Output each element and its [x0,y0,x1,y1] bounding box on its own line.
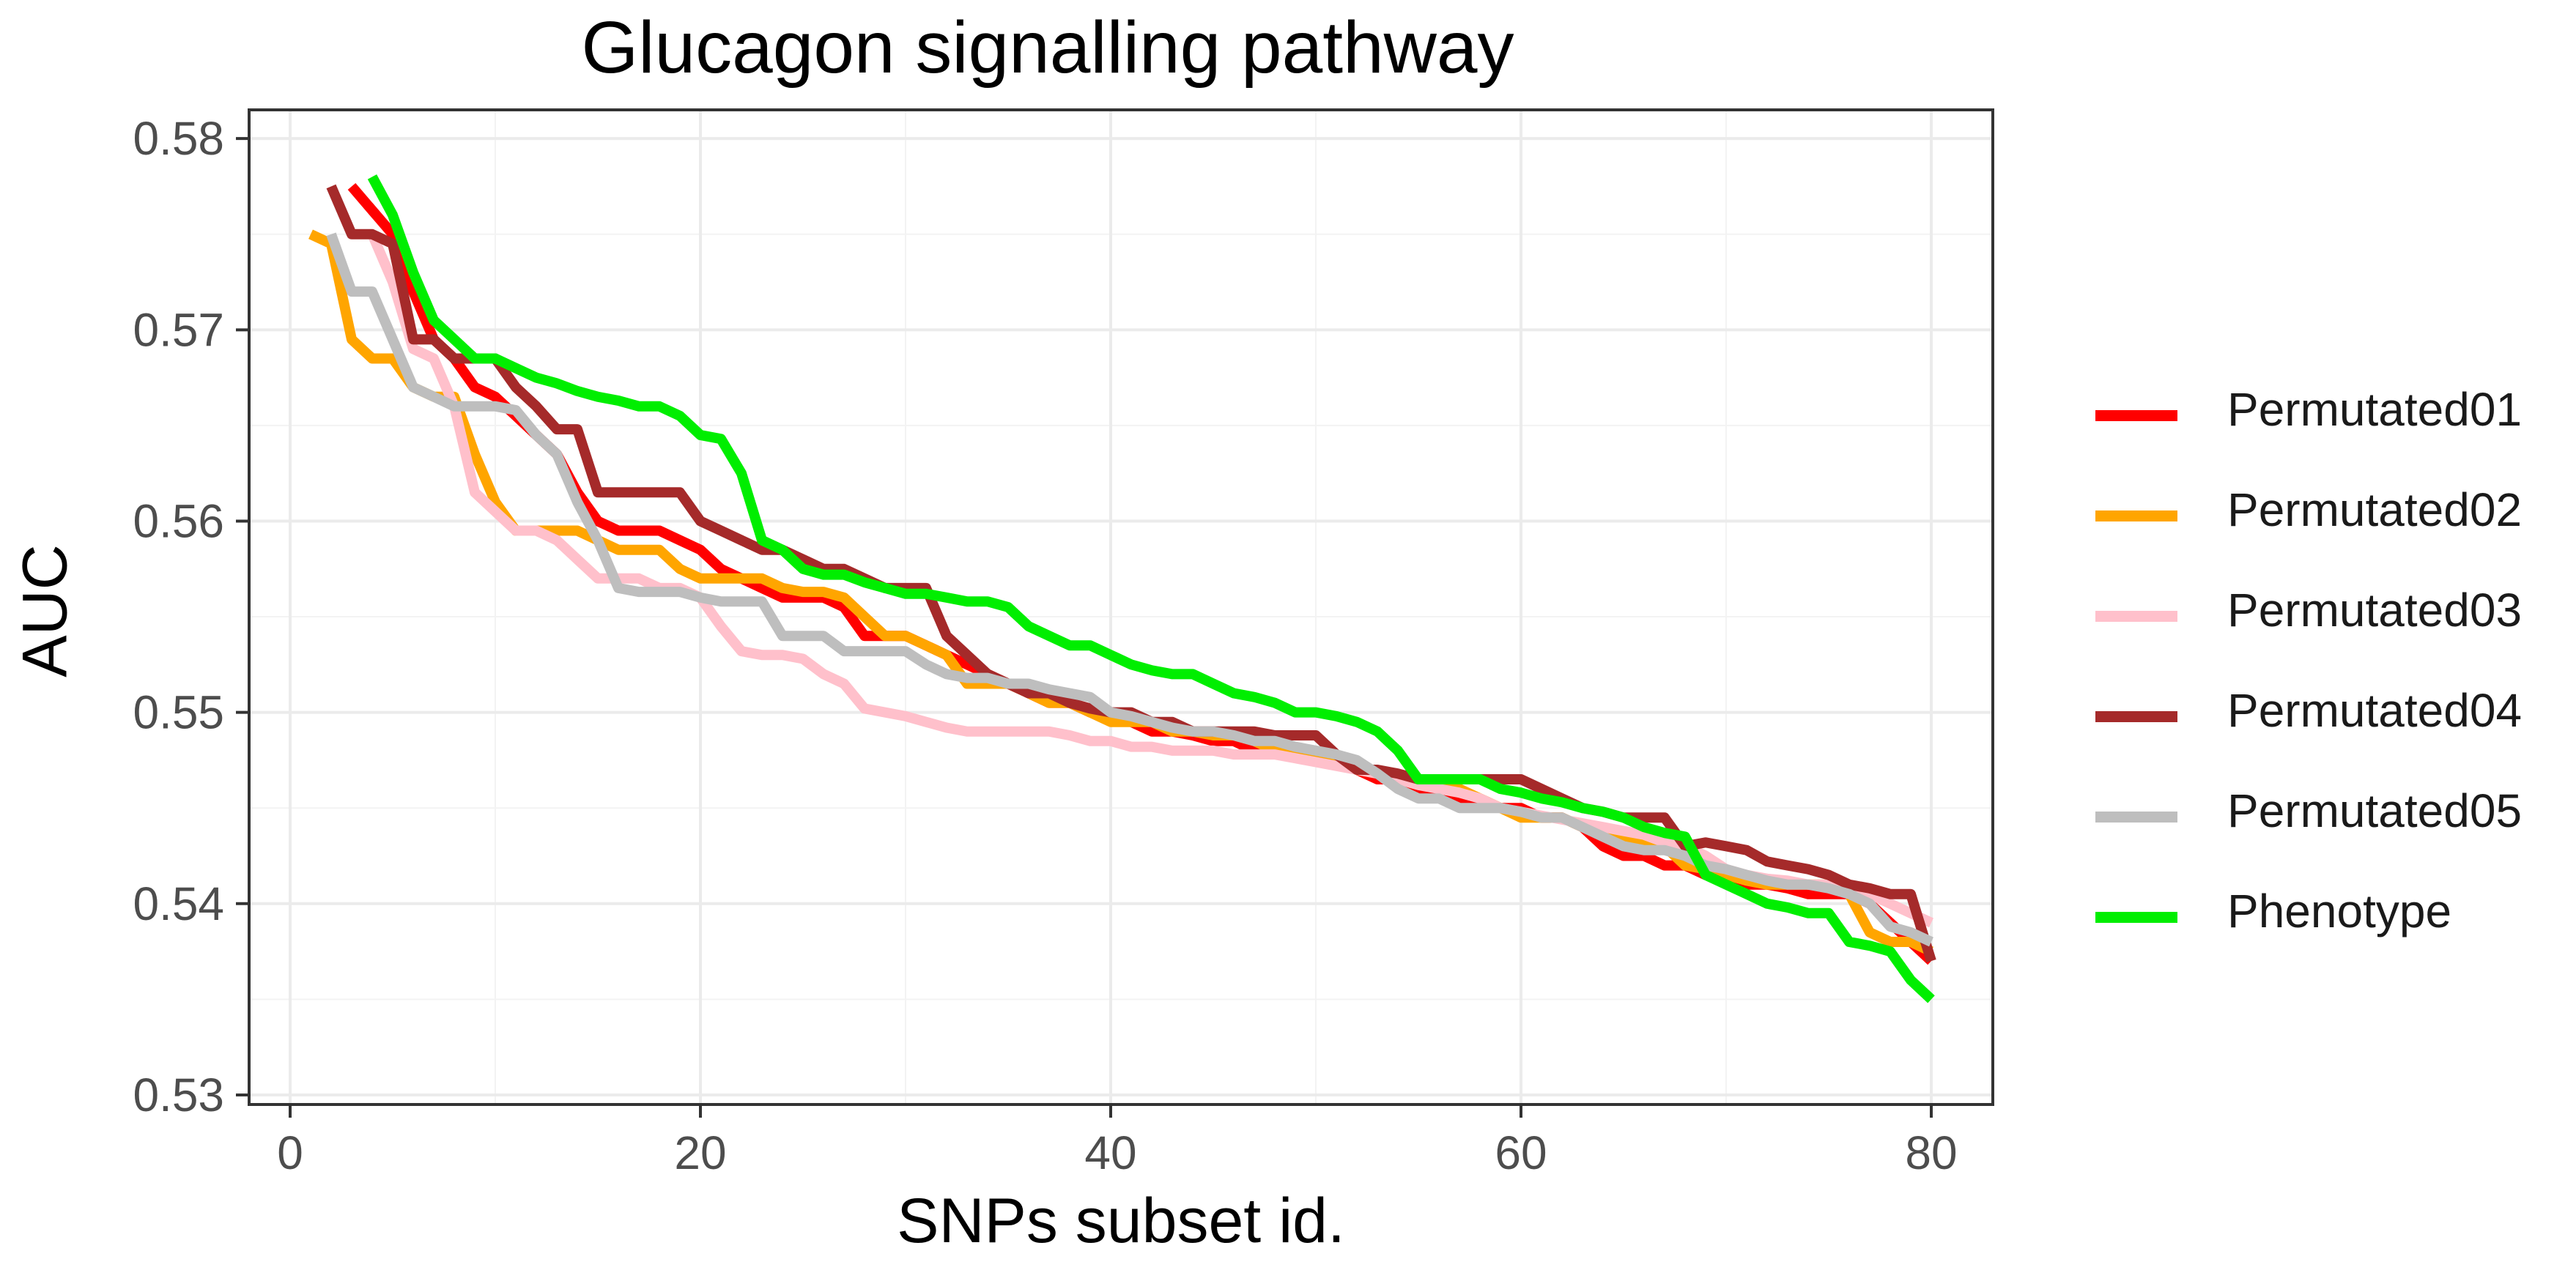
y-tick-label: 0.53 [133,1069,224,1121]
legend-label: Permutated05 [2227,784,2523,837]
legend-item[interactable]: Phenotype [2095,868,2564,968]
x-tick-label: 60 [1495,1126,1547,1179]
y-tick-label: 0.56 [133,494,224,547]
legend-label: Phenotype [2227,885,2452,937]
axis-ticks: 0 20 40 60 80 0.53 0.54 0.55 0.56 0.57 0.58 [133,112,1957,1179]
legend-swatch [2095,510,2177,521]
legend-label: Permutated03 [2227,584,2523,636]
grid [249,110,1993,1104]
legend-item[interactable]: Permutated02 [2095,467,2564,567]
x-tick-label: 20 [674,1126,726,1179]
x-tick-label: 80 [1905,1126,1957,1179]
y-tick-label: 0.57 [133,303,224,356]
legend-swatch [2095,711,2177,722]
chart-title: Glucagon signalling pathway [581,7,1514,89]
y-axis-label: AUC [10,544,81,677]
legend-swatch [2095,611,2177,622]
x-tick-label: 40 [1084,1126,1136,1179]
series-line-permutated01 [347,182,1935,965]
legend-swatch [2095,912,2177,923]
series-line-permutated03 [367,232,1933,928]
x-tick-label: 0 [277,1126,303,1179]
y-tick-label: 0.54 [133,877,224,930]
series-line-phenotype [367,174,1935,1003]
x-axis-label: SNPs subset id. [897,1186,1345,1256]
legend-swatch [2095,812,2177,823]
legend-swatch [2095,410,2177,421]
legend-label: Permutated01 [2227,383,2523,436]
plot-panel-border [248,108,1994,1106]
legend-label: Permutated04 [2227,684,2523,737]
legend-item[interactable]: Permutated03 [2095,567,2564,667]
legend-item[interactable]: Permutated01 [2095,366,2564,467]
series-line-permutated05 [326,232,1933,947]
series-lines [308,174,1936,1003]
y-tick-label: 0.58 [133,112,224,165]
legend-label: Permutated02 [2227,483,2523,536]
legend-item[interactable]: Permutated04 [2095,667,2564,768]
y-tick-label: 0.55 [133,686,224,739]
legend-item[interactable]: Permutated05 [2095,768,2564,868]
legend: Permutated01 Permutated02 Permutated03 P… [2095,366,2564,968]
